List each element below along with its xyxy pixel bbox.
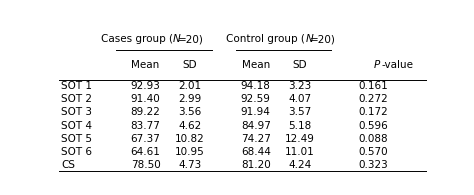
Text: SOT 4: SOT 4 (61, 121, 92, 130)
Text: 0.161: 0.161 (358, 81, 388, 91)
Text: SOT 1: SOT 1 (61, 81, 92, 91)
Text: SOT 3: SOT 3 (61, 107, 92, 117)
Text: 92.93: 92.93 (131, 81, 161, 91)
Text: N: N (305, 34, 313, 44)
Text: 2.99: 2.99 (178, 94, 201, 104)
Text: 83.77: 83.77 (131, 121, 161, 130)
Text: 68.44: 68.44 (241, 147, 271, 157)
Text: 92.59: 92.59 (241, 94, 271, 104)
Text: 81.20: 81.20 (241, 160, 271, 170)
Text: 89.22: 89.22 (131, 107, 161, 117)
Text: =20): =20) (178, 34, 203, 44)
Text: Mean: Mean (242, 60, 270, 70)
Text: 94.18: 94.18 (241, 81, 271, 91)
Text: 10.95: 10.95 (175, 147, 205, 157)
Text: =20): =20) (310, 34, 336, 44)
Text: N: N (173, 34, 181, 44)
Text: 3.57: 3.57 (288, 107, 311, 117)
Text: 0.272: 0.272 (358, 94, 388, 104)
Text: Control group (: Control group ( (227, 34, 305, 44)
Text: CS: CS (61, 160, 75, 170)
Text: -value: -value (382, 60, 413, 70)
Text: 0.323: 0.323 (358, 160, 388, 170)
Text: 0.596: 0.596 (358, 121, 388, 130)
Text: 10.82: 10.82 (175, 134, 205, 144)
Text: SD: SD (182, 60, 197, 70)
Text: 0.172: 0.172 (358, 107, 388, 117)
Text: Mean: Mean (131, 60, 160, 70)
Text: 4.62: 4.62 (178, 121, 201, 130)
Text: 0.088: 0.088 (358, 134, 388, 144)
Text: 4.07: 4.07 (288, 94, 311, 104)
Text: Cases group (: Cases group ( (101, 34, 173, 44)
Text: 2.01: 2.01 (178, 81, 201, 91)
Text: P: P (374, 60, 380, 70)
Text: 5.18: 5.18 (288, 121, 311, 130)
Text: 84.97: 84.97 (241, 121, 271, 130)
Text: 11.01: 11.01 (285, 147, 315, 157)
Text: 4.73: 4.73 (178, 160, 201, 170)
Text: 91.40: 91.40 (131, 94, 161, 104)
Text: 4.24: 4.24 (288, 160, 311, 170)
Text: 3.56: 3.56 (178, 107, 201, 117)
Text: 67.37: 67.37 (131, 134, 161, 144)
Text: SOT 6: SOT 6 (61, 147, 92, 157)
Text: SOT 2: SOT 2 (61, 94, 92, 104)
Text: 3.23: 3.23 (288, 81, 311, 91)
Text: 64.61: 64.61 (131, 147, 161, 157)
Text: 91.94: 91.94 (241, 107, 271, 117)
Text: SD: SD (292, 60, 307, 70)
Text: 78.50: 78.50 (131, 160, 161, 170)
Text: 12.49: 12.49 (285, 134, 315, 144)
Text: 74.27: 74.27 (241, 134, 271, 144)
Text: SOT 5: SOT 5 (61, 134, 92, 144)
Text: 0.570: 0.570 (358, 147, 388, 157)
